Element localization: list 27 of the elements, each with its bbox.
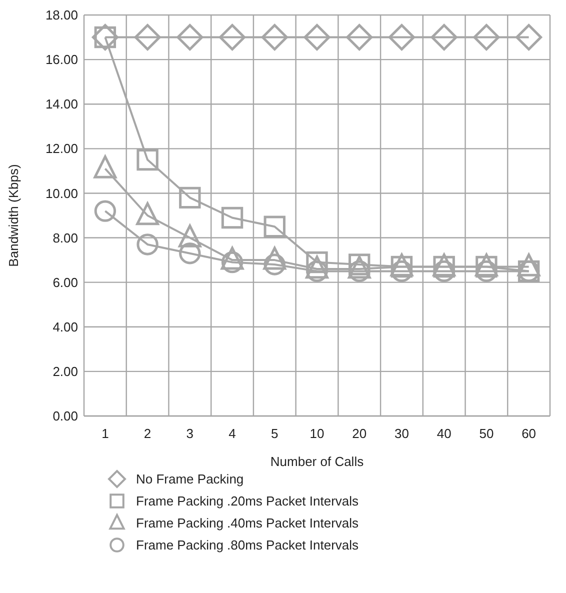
x-tick-label: 60 [522, 426, 536, 441]
x-tick-label: 1 [102, 426, 109, 441]
x-tick-label: 40 [436, 426, 452, 441]
y-tick-label: 6.00 [52, 274, 78, 290]
y-axis-title: Bandwidth (Kbps) [6, 164, 21, 267]
y-tick-label: 2.00 [52, 364, 78, 379]
y-tick-label: 4.00 [52, 319, 78, 334]
x-tick-label: 10 [310, 426, 324, 441]
x-tick-label: 2 [144, 426, 152, 441]
y-tick-label: 16.00 [45, 52, 78, 68]
legend-label: Frame Packing .80ms Packet Intervals [136, 538, 360, 553]
x-tick-label: 20 [352, 426, 367, 441]
y-tick-label: 18.00 [45, 8, 78, 23]
x-tick-label: 3 [186, 426, 194, 441]
x-tick-label: 30 [394, 426, 409, 441]
legend-label: Frame Packing .40ms Packet Intervals [136, 516, 360, 531]
y-tick-label: 0.00 [52, 408, 78, 424]
legend-label: Frame Packing .20ms Packet Intervals [136, 494, 360, 509]
y-tick-label: 12.00 [45, 141, 78, 156]
x-tick-label: 4 [228, 426, 236, 441]
x-tick-label: 50 [479, 426, 494, 441]
x-tick-label: 5 [271, 426, 278, 441]
legend-label: No Frame Packing [136, 472, 244, 487]
x-axis-title: Number of Calls [270, 454, 364, 469]
y-tick-label: 10.00 [45, 186, 78, 201]
y-tick-label: 8.00 [52, 230, 78, 246]
y-tick-label: 14.00 [45, 96, 78, 112]
